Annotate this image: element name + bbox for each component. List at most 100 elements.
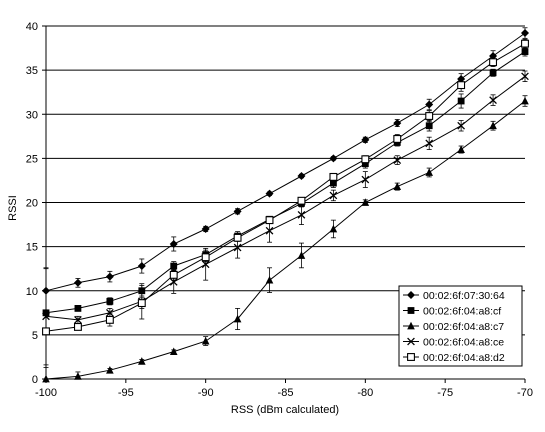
point-marker [74,316,82,324]
gridlines [46,25,525,336]
point-marker [361,155,370,164]
legend-label: 00:02:6f:04:a8:c7 [423,321,504,333]
y-axis-title: RSSI [7,195,19,221]
y-tick-label: 40 [26,21,38,33]
marker-stroke [407,337,415,346]
legend-item: 00:02:6f:04:a8:d2 [403,352,505,364]
marker-stroke [233,243,242,252]
point-marker [393,135,402,143]
point-marker [489,96,497,104]
marker-stroke [521,72,529,81]
point-marker [233,233,242,242]
point-marker [106,297,114,305]
y-tick-label: 25 [26,153,38,165]
y-axis-ticks: 0 5 10 15 20 25 30 35 40 [26,21,46,386]
legend-item: 00:02:6f:04:a8:c7 [403,321,504,333]
point-marker [170,262,178,270]
point-marker [138,357,146,365]
marker-stroke [361,175,370,184]
marker-stroke [393,156,402,164]
marker-stroke [106,308,114,317]
series-line [45,43,526,332]
point-marker [297,251,306,259]
point-marker [137,262,146,271]
point-marker [407,353,415,361]
point-marker [201,224,210,233]
point-marker [233,314,242,323]
point-marker [233,243,242,252]
point-marker [329,172,338,181]
x-axis-ticks: -100 -95 -90 -85 -80 -75 -70 [35,379,533,399]
point-marker [73,278,82,287]
x-tick-label: -75 [437,387,453,399]
point-marker [407,307,415,314]
point-marker [169,278,178,286]
legend: 00:02:6f:07:30:64 00:02:6f:04:a8:cf 00:02:… [398,285,523,367]
point-marker [105,315,114,324]
x-tick-label: -80 [357,387,373,399]
point-marker [201,336,210,345]
point-marker [329,154,338,163]
marker-stroke [169,278,178,286]
y-tick-label: 10 [26,286,38,298]
series-group [42,27,529,383]
legend-item: 00:02:6f:04:a8:cf [403,306,501,318]
series-line [45,75,526,321]
x-tick-label: -85 [278,387,294,399]
series-line [45,32,526,292]
point-marker [489,121,497,130]
series-5 [42,38,529,336]
point-marker [265,189,274,198]
point-marker [137,299,146,308]
point-marker [521,96,529,105]
point-marker [265,226,274,235]
point-marker [407,291,415,299]
point-marker [521,39,529,48]
legend-box [398,285,523,367]
point-marker [201,253,210,262]
point-marker [105,272,114,281]
point-marker [407,321,415,330]
point-marker [297,196,306,205]
point-marker [489,58,498,67]
y-tick-label: 15 [26,242,38,254]
marker-stroke [329,191,338,200]
x-tick-label: -70 [517,387,533,399]
point-marker [74,305,82,312]
marker-stroke [297,210,306,219]
point-marker [425,112,434,120]
y-tick-label: 35 [26,65,38,77]
marker-stroke [489,96,497,104]
legend-label: 00:02:6f:04:a8:d2 [423,352,505,364]
series-2 [42,46,529,317]
point-marker [42,327,50,336]
marker-stroke [265,226,274,235]
point-marker [457,81,466,90]
series-line [45,51,526,314]
point-marker [521,29,529,38]
x-tick-label: -95 [118,387,134,399]
point-marker [393,156,402,164]
point-marker [457,145,465,153]
point-marker [297,210,306,219]
point-marker [330,179,337,187]
series-3 [42,95,529,383]
point-marker [265,275,274,284]
point-marker [393,182,402,191]
point-marker [407,337,415,346]
point-marker [265,216,274,225]
marker-stroke [74,316,82,324]
legend-label: 00:02:6f:04:a8:ce [423,337,504,349]
legend-label: 00:02:6f:04:a8:cf [423,306,501,318]
marker-stroke [457,121,465,130]
point-marker [489,69,497,77]
point-marker [297,172,306,181]
point-marker [361,160,369,168]
point-marker [361,135,370,144]
y-tick-label: 30 [26,109,38,121]
series-line [45,100,526,380]
point-marker [73,322,82,331]
point-marker [106,308,114,317]
point-marker [169,270,178,279]
